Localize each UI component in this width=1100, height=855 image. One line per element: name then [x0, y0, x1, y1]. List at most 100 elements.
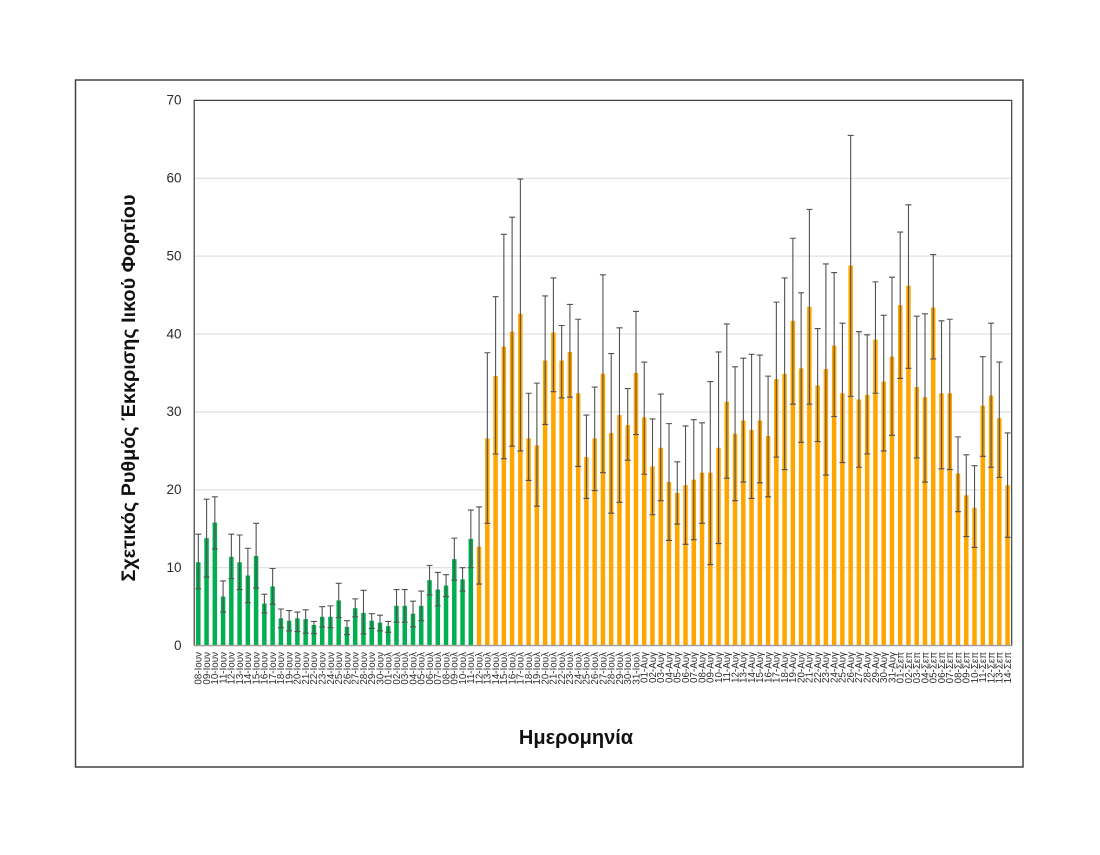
svg-text:27-Ιουν: 27-Ιουν — [351, 652, 362, 685]
svg-text:18-Ιουλ: 18-Ιουλ — [524, 652, 535, 685]
svg-text:08-Ιουν: 08-Ιουν — [194, 652, 205, 685]
svg-text:50: 50 — [166, 248, 181, 263]
svg-text:17-Αυγ: 17-Αυγ — [772, 652, 783, 683]
svg-text:22-Αυγ: 22-Αυγ — [813, 652, 824, 683]
svg-text:06-Σεπ: 06-Σεπ — [937, 652, 948, 684]
svg-text:02-Ιουλ: 02-Ιουλ — [392, 652, 403, 685]
svg-text:12-Ιουν: 12-Ιουν — [227, 652, 238, 685]
svg-text:11-Αυγ: 11-Αυγ — [722, 652, 733, 682]
svg-text:12-Σεπ: 12-Σεπ — [986, 652, 997, 684]
svg-text:10: 10 — [166, 560, 181, 575]
svg-text:13-Ιουλ: 13-Ιουλ — [483, 652, 494, 685]
svg-text:10-Αυγ: 10-Αυγ — [714, 652, 725, 683]
svg-text:26-Ιουν: 26-Ιουν — [342, 652, 353, 685]
svg-text:Ημερομηνία: Ημερομηνία — [519, 727, 634, 749]
svg-text:18-Ιουν: 18-Ιουν — [276, 652, 287, 685]
svg-text:Σχετικός Ρυθμός Έκκρισης Ιικού: Σχετικός Ρυθμός Έκκρισης Ιικού Φορτίου — [118, 194, 140, 581]
svg-text:60: 60 — [166, 171, 181, 186]
svg-text:20: 20 — [166, 482, 181, 497]
svg-text:10-Ιουν: 10-Ιουν — [210, 652, 221, 685]
svg-text:14-Ιουν: 14-Ιουν — [243, 652, 254, 685]
svg-text:40: 40 — [166, 326, 181, 341]
svg-text:03-Αυγ: 03-Αυγ — [656, 652, 667, 683]
svg-text:19-Ιουν: 19-Ιουν — [284, 652, 295, 685]
svg-text:29-Ιουν: 29-Ιουν — [367, 652, 378, 685]
svg-text:11-Ιουλ: 11-Ιουλ — [466, 652, 477, 684]
svg-text:11-Σεπ: 11-Σεπ — [978, 652, 989, 683]
svg-text:15-Ιουν: 15-Ιουν — [251, 652, 262, 685]
svg-text:17-Ιουν: 17-Ιουν — [268, 652, 279, 685]
svg-text:70: 70 — [166, 93, 181, 108]
svg-text:17-Ιουλ: 17-Ιουλ — [516, 652, 527, 685]
svg-text:29-Ιουλ: 29-Ιουλ — [615, 652, 626, 685]
svg-text:03-Σεπ: 03-Σεπ — [912, 652, 923, 684]
svg-text:28-Ιουλ: 28-Ιουλ — [607, 652, 618, 685]
svg-text:10-Σεπ: 10-Σεπ — [970, 652, 981, 684]
svg-text:20-Αυγ: 20-Αυγ — [796, 652, 807, 683]
svg-text:09-Ιουν: 09-Ιουν — [202, 652, 213, 685]
svg-text:28-Ιουν: 28-Ιουν — [359, 652, 370, 685]
svg-text:30-Ιουν: 30-Ιουν — [375, 652, 386, 685]
svg-text:23-Αυγ: 23-Αυγ — [821, 652, 832, 683]
svg-text:13-Σεπ: 13-Σεπ — [995, 652, 1006, 684]
svg-text:07-Αυγ: 07-Αυγ — [689, 652, 700, 683]
svg-text:09-Σεπ: 09-Σεπ — [962, 652, 973, 684]
svg-text:13-Ιουν: 13-Ιουν — [235, 652, 246, 685]
svg-text:20-Ιουλ: 20-Ιουλ — [540, 652, 551, 685]
svg-text:0: 0 — [174, 638, 182, 653]
svg-text:21-Ιουν: 21-Ιουν — [301, 652, 312, 685]
svg-text:30-Ιουλ: 30-Ιουλ — [623, 652, 634, 685]
svg-text:01-Ιουλ: 01-Ιουλ — [384, 652, 395, 685]
svg-text:24-Ιουλ: 24-Ιουλ — [573, 652, 584, 685]
svg-text:24-Αυγ: 24-Αυγ — [829, 652, 840, 683]
svg-text:12-Αυγ: 12-Αυγ — [730, 652, 741, 683]
svg-text:07-Ιουλ: 07-Ιουλ — [433, 652, 444, 685]
svg-text:27-Αυγ: 27-Αυγ — [854, 652, 865, 683]
svg-text:18-Αυγ: 18-Αυγ — [780, 652, 791, 683]
svg-text:05-Σεπ: 05-Σεπ — [929, 652, 940, 684]
svg-text:09-Αυγ: 09-Αυγ — [706, 652, 717, 683]
svg-text:19-Αυγ: 19-Αυγ — [788, 652, 799, 683]
svg-text:14-Ιουλ: 14-Ιουλ — [491, 652, 502, 685]
svg-text:06-Αυγ: 06-Αυγ — [681, 652, 692, 683]
svg-text:07-Σεπ: 07-Σεπ — [945, 652, 956, 684]
svg-text:31-Ιουλ: 31-Ιουλ — [631, 652, 642, 685]
svg-text:04-Σεπ: 04-Σεπ — [920, 652, 931, 684]
svg-text:03-Ιουλ: 03-Ιουλ — [400, 652, 411, 685]
svg-text:30: 30 — [166, 404, 181, 419]
svg-text:19-Ιουλ: 19-Ιουλ — [532, 652, 543, 685]
svg-text:25-Ιουλ: 25-Ιουλ — [582, 652, 593, 685]
svg-text:23-Ιουλ: 23-Ιουλ — [565, 652, 576, 685]
svg-text:14-Σεπ: 14-Σεπ — [1003, 652, 1014, 684]
svg-text:02-Σεπ: 02-Σεπ — [904, 652, 915, 684]
svg-text:04-Ιουλ: 04-Ιουλ — [408, 652, 419, 685]
svg-text:16-Αυγ: 16-Αυγ — [763, 652, 774, 683]
svg-text:08-Σεπ: 08-Σεπ — [953, 652, 964, 684]
svg-text:24-Ιουν: 24-Ιουν — [326, 652, 337, 685]
svg-text:15-Αυγ: 15-Αυγ — [755, 652, 766, 683]
svg-text:01-Αυγ: 01-Αυγ — [640, 652, 651, 683]
svg-text:09-Ιουλ: 09-Ιουλ — [450, 652, 461, 685]
svg-text:12-Ιουλ: 12-Ιουλ — [474, 652, 485, 685]
svg-text:26-Αυγ: 26-Αυγ — [846, 652, 857, 683]
svg-text:15-Ιουλ: 15-Ιουλ — [499, 652, 510, 685]
svg-text:23-Ιουν: 23-Ιουν — [317, 652, 328, 685]
svg-text:25-Ιουν: 25-Ιουν — [334, 652, 345, 685]
svg-text:05-Αυγ: 05-Αυγ — [673, 652, 684, 683]
svg-text:27-Ιουλ: 27-Ιουλ — [598, 652, 609, 685]
svg-text:22-Ιουν: 22-Ιουν — [309, 652, 320, 685]
svg-text:16-Ιουν: 16-Ιουν — [260, 652, 271, 685]
svg-text:01-Σεπ: 01-Σεπ — [896, 652, 907, 684]
svg-text:02-Αυγ: 02-Αυγ — [648, 652, 659, 683]
svg-text:11-Ιουν: 11-Ιουν — [218, 652, 229, 684]
svg-text:21-Ιουλ: 21-Ιουλ — [549, 652, 560, 685]
svg-text:21-Αυγ: 21-Αυγ — [805, 652, 816, 683]
svg-text:22-Ιουλ: 22-Ιουλ — [557, 652, 568, 685]
svg-text:10-Ιουλ: 10-Ιουλ — [458, 652, 469, 685]
svg-text:06-Ιουλ: 06-Ιουλ — [425, 652, 436, 685]
svg-text:30-Αυγ: 30-Αυγ — [879, 652, 890, 683]
svg-text:31-Αυγ: 31-Αυγ — [887, 652, 898, 683]
svg-text:29-Αυγ: 29-Αυγ — [871, 652, 882, 683]
svg-text:05-Ιουλ: 05-Ιουλ — [417, 652, 428, 685]
svg-text:13-Αυγ: 13-Αυγ — [739, 652, 750, 683]
